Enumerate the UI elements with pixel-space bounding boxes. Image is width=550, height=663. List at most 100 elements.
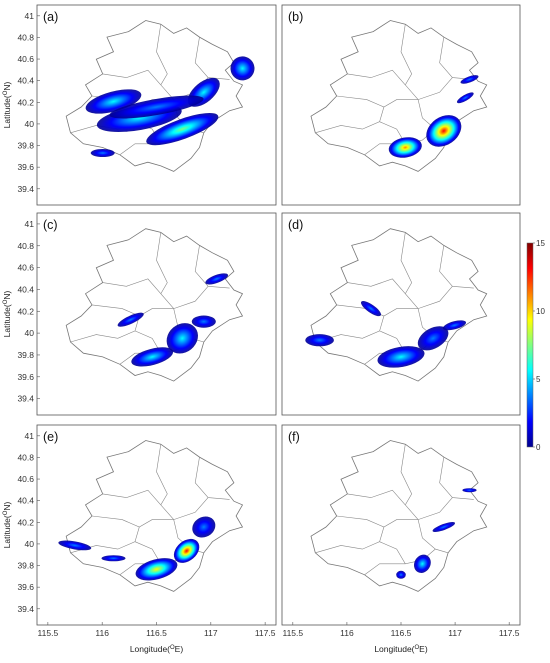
precip-hotspot: [192, 516, 216, 538]
colorbar-tick-label: 0: [536, 443, 541, 452]
district-border: [194, 457, 230, 500]
x-axis-label: Longitude(OE): [374, 644, 428, 654]
x-tick-label: 117.5: [255, 628, 276, 638]
precip-hotspot: [85, 89, 142, 114]
panel-frame: [281, 212, 521, 416]
panel-frame: [36, 212, 277, 416]
y-tick-label: 40: [25, 328, 35, 338]
precip-hotspot: [230, 56, 255, 81]
district-border: [439, 37, 474, 80]
panel-label: (d): [288, 218, 303, 232]
district-border: [347, 489, 406, 506]
y-tick-label: 40.4: [17, 496, 34, 506]
panel-a: (a) 41 40.8 40.6 40.4 40.2 40 39.8 39.6 39.4 Latit…: [2, 4, 277, 206]
precip-hotspot: [432, 522, 456, 532]
district-border: [439, 245, 474, 289]
panel-frame: [281, 4, 521, 206]
district-border: [336, 497, 453, 528]
y-axis-label: Latitude(ON): [2, 81, 12, 128]
y-tick-label: 40.6: [17, 263, 34, 273]
y-tick-label: 40.8: [17, 241, 34, 251]
y-tick-label: 40.2: [17, 97, 34, 107]
panel-frame: [281, 424, 521, 626]
x-tick-label: 115.5: [282, 628, 303, 638]
y-tick-label: 40.6: [17, 54, 34, 64]
y-tick-label: 39.8: [17, 561, 34, 571]
colorbar: 15 10 5 0: [526, 239, 545, 452]
precip-hotspot: [396, 570, 406, 579]
precip-hotspot: [388, 137, 422, 158]
x-tick-label: 117: [204, 628, 218, 638]
y-tick-label: 39.6: [17, 162, 34, 172]
y-tick-label: 40.8: [17, 32, 34, 42]
district-border: [102, 278, 162, 294]
panel-frame: [36, 424, 277, 626]
y-tick-label: 39.4: [17, 184, 34, 194]
district-border: [347, 69, 406, 86]
panel-f: (f) 115.5 116 116.5 117 117.5 Longitude(OE): [281, 424, 521, 654]
precip-hotspot: [191, 315, 216, 328]
x-tick-label: 117: [448, 628, 462, 638]
district-border: [315, 315, 385, 343]
panel-label: (c): [43, 218, 58, 232]
precip-hotspot: [426, 115, 462, 147]
x-tick-label: 115.5: [38, 628, 59, 638]
y-tick-label: 40.8: [17, 452, 34, 462]
y-tick-label: 41: [25, 219, 35, 229]
precip-hotspot: [173, 538, 200, 563]
precip-hotspot: [90, 149, 115, 157]
precip-hotspot: [417, 326, 449, 351]
district-border: [400, 444, 419, 520]
district-border: [315, 106, 385, 134]
district-border: [336, 77, 453, 108]
district-border: [156, 444, 174, 520]
district-border: [91, 497, 209, 528]
y-tick-label: 41: [25, 431, 35, 441]
panel-label: (a): [43, 10, 58, 24]
y-axis-label: Latitude(ON): [2, 501, 12, 548]
precip-hotspot: [360, 301, 382, 317]
panel-b: (b): [281, 4, 521, 206]
colorbar-tick-label: 15: [536, 239, 545, 248]
y-tick-label: 40.4: [17, 284, 34, 294]
district-border: [70, 315, 140, 343]
precip-hotspot: [377, 346, 425, 368]
y-tick-label: 39.4: [17, 604, 34, 614]
precip-hotspot: [135, 558, 178, 581]
district-border: [156, 24, 174, 100]
x-tick-label: 117.5: [499, 628, 520, 638]
precip-hotspot: [131, 347, 174, 367]
precip-hotspot: [413, 554, 431, 573]
y-tick-label: 39.8: [17, 350, 34, 360]
precip-hotspot: [305, 334, 334, 347]
district-border: [102, 489, 162, 506]
precip-hotspot: [58, 540, 92, 551]
y-tick-label: 40.4: [17, 76, 34, 86]
panel-label: (e): [43, 430, 58, 444]
district-border: [315, 526, 385, 554]
y-tick-label: 40: [25, 539, 35, 549]
panel-label: (b): [288, 10, 303, 24]
y-tick-label: 40: [25, 119, 35, 129]
precip-hotspot: [442, 320, 467, 331]
district-border: [194, 245, 230, 289]
district-border: [400, 24, 419, 100]
y-tick-label: 39.4: [17, 394, 34, 404]
precip-hotspot: [101, 555, 126, 562]
precip-hotspot: [109, 95, 204, 119]
district-border: [91, 286, 209, 317]
precip-hotspot: [456, 92, 474, 104]
district-border: [364, 563, 406, 576]
precip-hotspot: [117, 312, 144, 327]
district-border: [156, 232, 174, 309]
x-tick-label: 116: [95, 628, 109, 638]
y-tick-label: 40.2: [17, 306, 34, 316]
beijing-outline: [310, 228, 488, 382]
x-tick-label: 116.5: [391, 628, 412, 638]
x-tick-label: 116.5: [146, 628, 167, 638]
colorbar-tick-label: 5: [536, 375, 541, 384]
precip-hotspot: [205, 273, 229, 285]
panel-c: (c) 41 40.8 40.6 40.4 40.2 40 39.8 39.6 39.4 Latit…: [2, 212, 277, 416]
beijing-outline: [65, 20, 244, 172]
panel-label: (f): [288, 430, 300, 444]
